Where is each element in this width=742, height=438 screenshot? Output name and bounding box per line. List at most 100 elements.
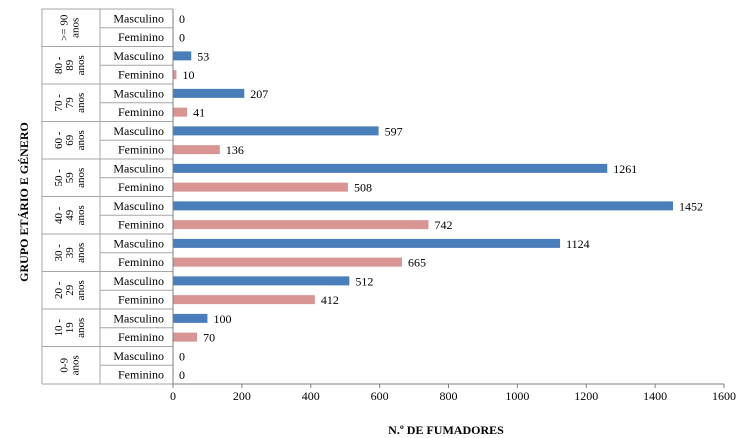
data-label: 0: [179, 349, 185, 363]
gender-label: Feminino: [118, 368, 164, 382]
bar-masculino: [173, 313, 208, 323]
gender-label: Masculino: [113, 124, 164, 138]
group-label-line: >= 90: [59, 14, 71, 41]
group-label: 10 -19anos: [53, 318, 87, 338]
data-label: 100: [213, 312, 231, 326]
bar-feminino: [173, 145, 220, 155]
bar-masculino: [173, 163, 608, 173]
data-label: 53: [197, 49, 209, 63]
group-label-line: anos: [75, 205, 87, 225]
gender-label: Masculino: [113, 274, 164, 288]
group-label-line: 69: [64, 134, 76, 146]
group-label-line: 50 -: [53, 169, 65, 187]
group-label-line: anos: [75, 243, 87, 263]
x-tick-label: 0: [170, 389, 176, 403]
x-axis-title: N.º DE FUMADORES: [388, 423, 504, 437]
bar-masculino: [173, 51, 192, 61]
x-tick-label: 1200: [574, 389, 598, 403]
x-tick-label: 600: [371, 389, 389, 403]
gender-label: Masculino: [113, 311, 164, 325]
bar-masculino: [173, 126, 379, 136]
gender-label: Masculino: [113, 86, 164, 100]
bar-feminino: [173, 70, 177, 80]
x-tick-label: 200: [233, 389, 251, 403]
data-label: 1124: [566, 237, 590, 251]
data-label: 136: [226, 143, 244, 157]
group-label: 0-9anos: [59, 355, 82, 375]
data-label: 512: [355, 274, 373, 288]
data-label: 665: [408, 256, 426, 270]
gender-label: Feminino: [118, 105, 164, 119]
gender-label: Masculino: [113, 49, 164, 63]
group-label: 60 -69anos: [53, 130, 87, 150]
gender-label: Feminino: [118, 30, 164, 44]
bar-feminino: [173, 220, 429, 230]
x-tick-label: 800: [440, 389, 458, 403]
group-label: 20 -29anos: [53, 280, 87, 300]
group-label-line: anos: [70, 18, 82, 38]
bar-feminino: [173, 107, 188, 117]
bar-feminino: [173, 257, 403, 267]
group-label-line: 30 -: [53, 244, 65, 262]
bar-masculino: [173, 276, 350, 286]
bar-masculino: [173, 201, 674, 211]
group-label-line: anos: [75, 130, 87, 150]
group-label-line: 10 -: [53, 319, 65, 337]
y-axis-title: GRUPO ETÁRIO E GÉNERO: [17, 122, 31, 282]
bar-feminino: [173, 295, 315, 305]
data-label: 0: [179, 31, 185, 45]
group-label-line: 70 -: [53, 94, 65, 112]
group-label-line: anos: [75, 168, 87, 188]
x-tick-label: 1600: [712, 389, 736, 403]
group-label-line: anos: [75, 55, 87, 75]
x-tick-label: 400: [302, 389, 320, 403]
gender-label: Feminino: [118, 218, 164, 232]
group-label: 80 -89anos: [53, 55, 87, 75]
gender-label: Masculino: [113, 161, 164, 175]
gender-label: Feminino: [118, 68, 164, 82]
group-label-line: 79: [64, 97, 76, 109]
group-label-line: 20 -: [53, 281, 65, 299]
data-label: 207: [250, 87, 268, 101]
x-tick-label: 1400: [643, 389, 667, 403]
group-label-line: anos: [70, 355, 82, 375]
data-label: 1452: [679, 199, 703, 213]
gender-label: Feminino: [118, 293, 164, 307]
bar-masculino: [173, 88, 245, 98]
group-label: 30 -39anos: [53, 243, 87, 263]
gender-label: Feminino: [118, 143, 164, 157]
group-label: 70 -79anos: [53, 93, 87, 113]
group-label-line: 89: [64, 59, 76, 71]
gender-label: Feminino: [118, 180, 164, 194]
group-label-line: 40 -: [53, 206, 65, 224]
group-label-line: 49: [64, 209, 76, 221]
group-label-line: 59: [64, 172, 76, 184]
data-label: 508: [354, 181, 372, 195]
group-label-line: anos: [75, 280, 87, 300]
group-label: 40 -49anos: [53, 205, 87, 225]
gender-label: Feminino: [118, 330, 164, 344]
group-label: >= 90anos: [59, 14, 82, 41]
bar-masculino: [173, 238, 561, 248]
gender-label: Feminino: [118, 255, 164, 269]
data-label: 10: [182, 68, 194, 82]
data-label: 70: [203, 331, 215, 345]
gender-label: Masculino: [113, 199, 164, 213]
group-label-line: 0-9: [59, 357, 71, 372]
group-label-line: anos: [75, 93, 87, 113]
group-label-line: 60 -: [53, 131, 65, 149]
gender-label: Masculino: [113, 349, 164, 363]
data-label: 1261: [613, 162, 637, 176]
group-label-line: 80 -: [53, 56, 65, 74]
gender-label: Masculino: [113, 236, 164, 250]
bar-feminino: [173, 182, 348, 192]
data-label: 0: [179, 12, 185, 26]
gender-label: Masculino: [113, 11, 164, 25]
data-label: 41: [193, 106, 205, 120]
group-label-line: 39: [64, 247, 76, 259]
bar-feminino: [173, 332, 198, 342]
data-label: 742: [435, 218, 453, 232]
group-label-line: anos: [75, 318, 87, 338]
group-label-line: 19: [64, 322, 76, 334]
